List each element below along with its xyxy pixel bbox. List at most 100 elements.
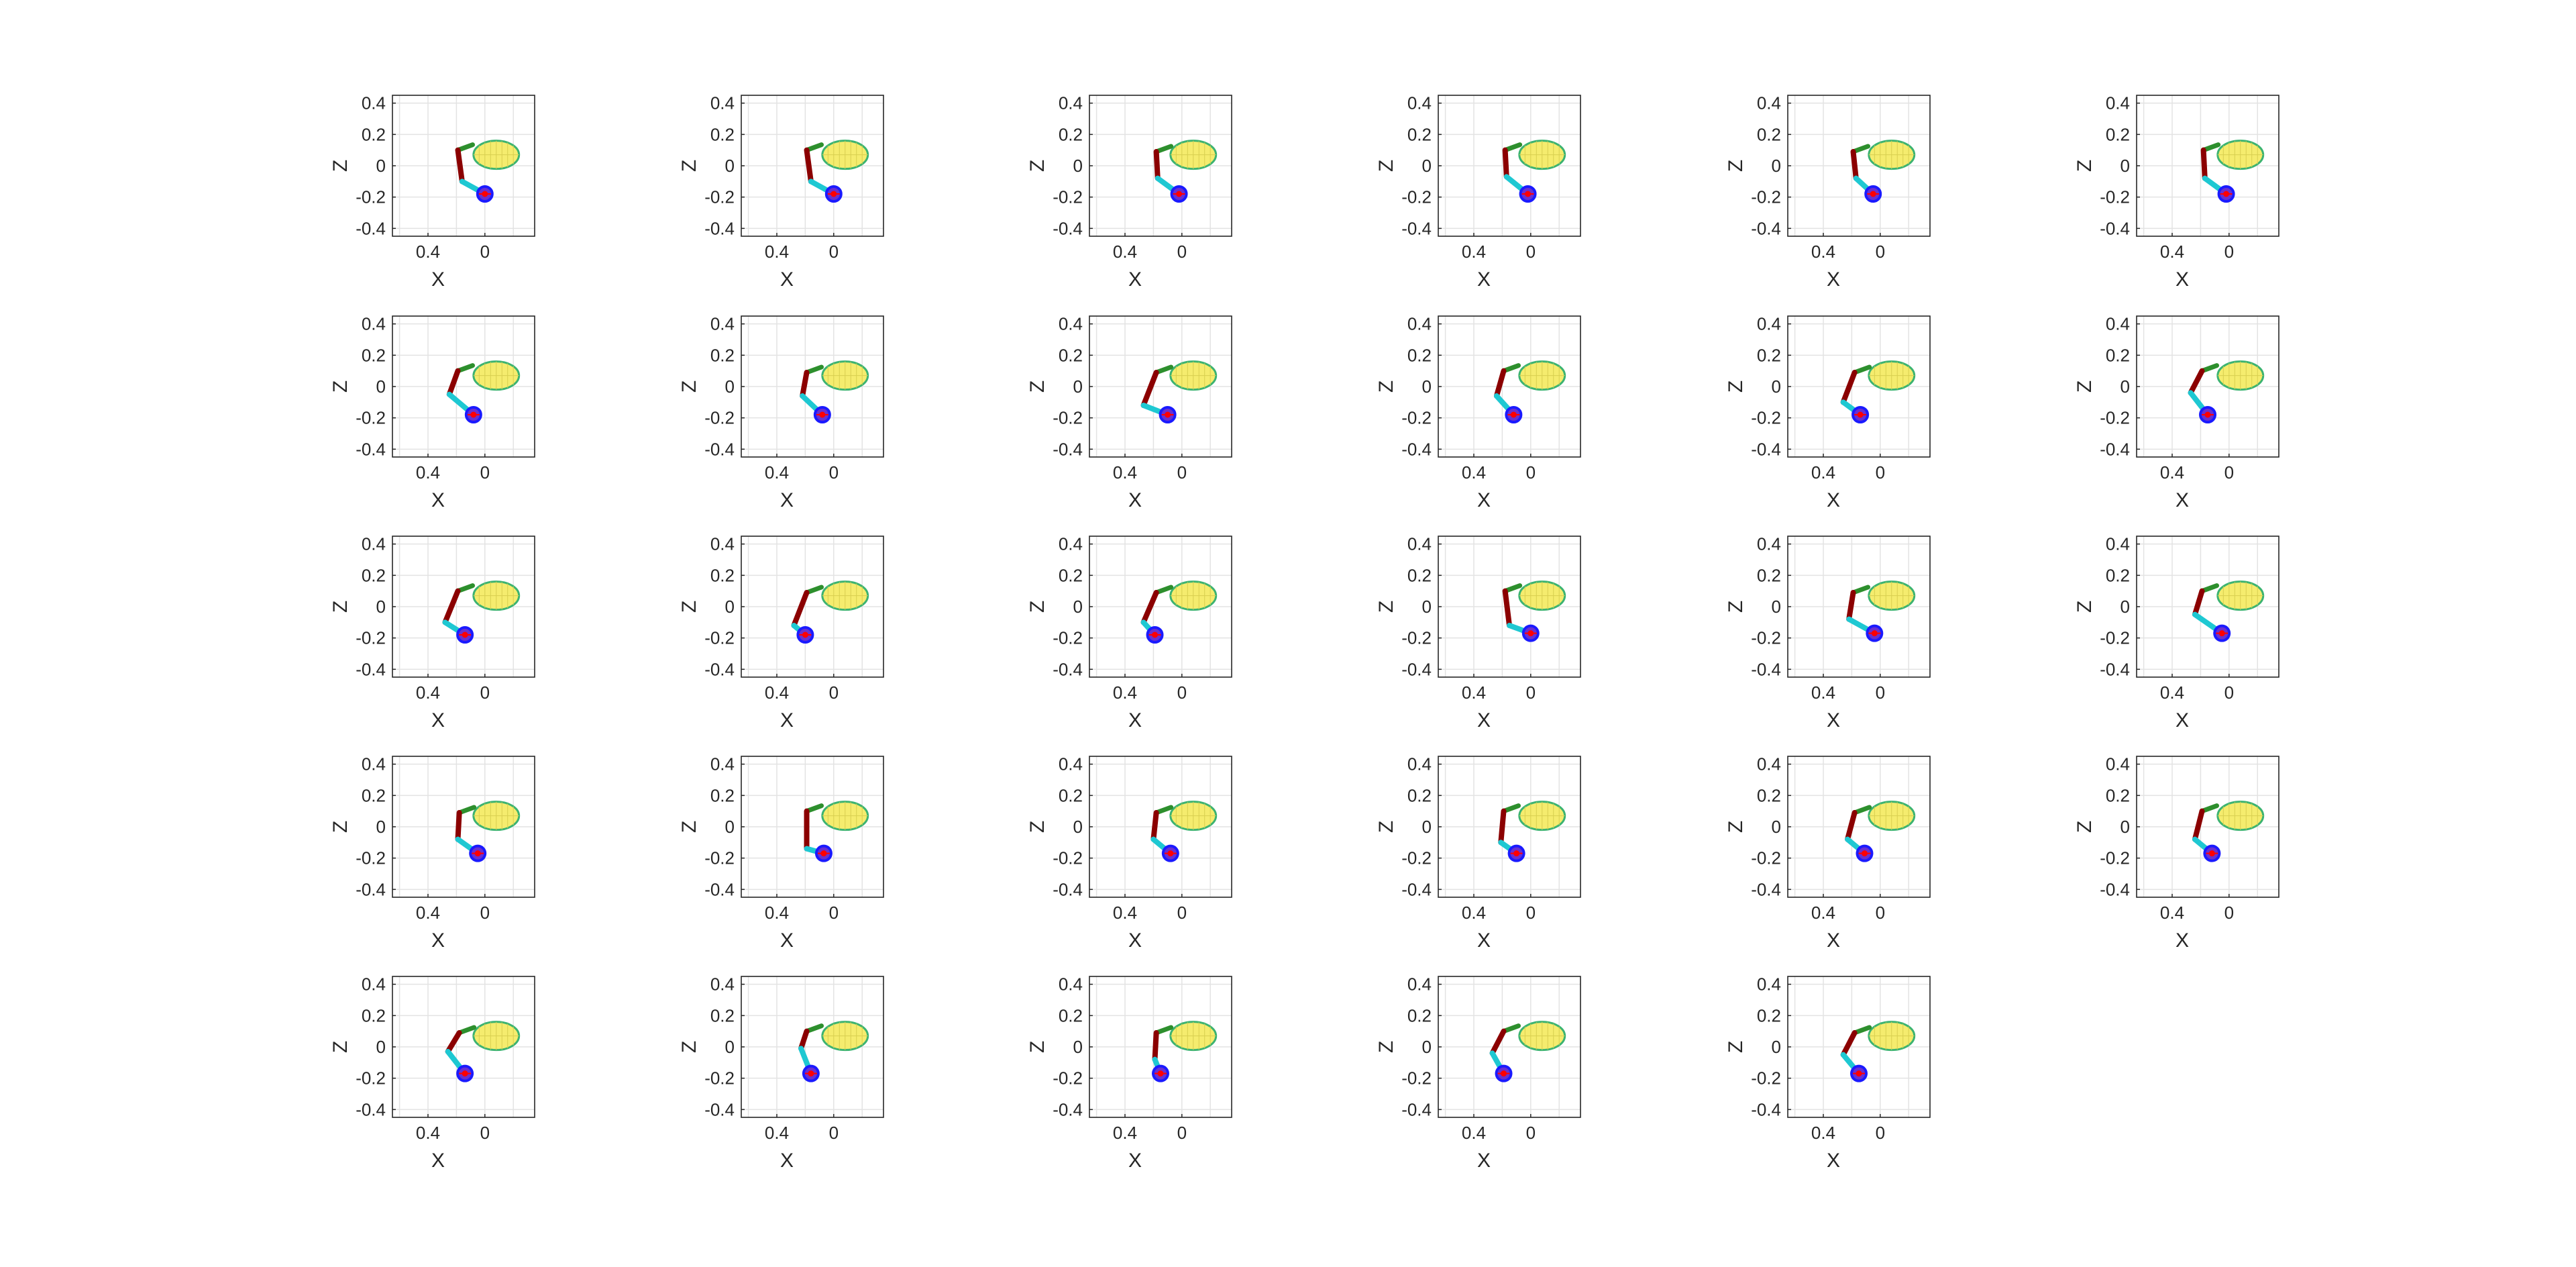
- x-tick-label: 0.4: [1113, 682, 1137, 703]
- x-tick-label: 0.4: [416, 682, 440, 703]
- plot-content: [2192, 580, 2265, 642]
- x-tick-label: 0: [1876, 682, 1885, 703]
- x-tick-label: 0: [2224, 242, 2234, 262]
- x-tick-label: 0: [1526, 1123, 1536, 1143]
- upper-link: [1502, 588, 1512, 628]
- y-axis-label: Z: [1725, 160, 1747, 172]
- x-tick-label: 0.4: [416, 903, 440, 923]
- y-tick-label: 0: [1422, 597, 1432, 617]
- subplot-20: 0.4 0.2 0 -0.2 -0.4 0.4 0 X Z: [678, 754, 884, 952]
- y-tick-label: 0.2: [362, 1005, 386, 1025]
- y-tick-label: -0.4: [1401, 218, 1432, 238]
- plot-content: [804, 140, 869, 203]
- subplot-21: 0.4 0.2 0 -0.2 -0.4 0.4 0 X Z: [1026, 754, 1232, 952]
- y-tick-label: -0.2: [2100, 848, 2130, 868]
- x-tick-label: 0: [1177, 462, 1187, 483]
- y-tick-label: -0.2: [2100, 187, 2130, 207]
- y-tick-label: -0.4: [1751, 879, 1781, 899]
- x-tick-label: 0.4: [1462, 242, 1486, 262]
- x-tick-label: 0: [829, 903, 839, 923]
- subplot-7: 0.4 0.2 0 -0.2 -0.4 0.4 0 X Z: [329, 314, 535, 511]
- y-tick-label: 0: [1422, 817, 1432, 837]
- subplot-16: 0.4 0.2 0 -0.2 -0.4 0.4 0 X Z: [1375, 534, 1581, 731]
- y-tick-label: 0.4: [1757, 314, 1781, 334]
- y-tick-label: -0.4: [1053, 659, 1083, 679]
- y-tick-label: -0.4: [2100, 218, 2130, 238]
- upper-link: [1493, 368, 1507, 399]
- y-axis-label: Z: [678, 1041, 700, 1053]
- ellipsoid-mesh: [822, 1021, 868, 1050]
- plot-content: [800, 360, 869, 423]
- x-tick-label: 0: [1876, 1123, 1885, 1143]
- y-tick-label: 0.4: [1407, 314, 1432, 334]
- y-tick-label: -0.4: [1751, 439, 1781, 459]
- y-tick-label: -0.2: [1053, 628, 1083, 648]
- upper-link: [798, 1028, 810, 1052]
- upper-link: [445, 1030, 462, 1054]
- x-tick-label: 0.4: [1811, 242, 1835, 262]
- grid-lines: [1438, 536, 1580, 677]
- y-tick-label: -0.4: [704, 218, 735, 238]
- x-tick-label: 0: [480, 242, 490, 262]
- y-axis-label: Z: [1026, 1041, 1049, 1053]
- y-tick-label: -0.4: [704, 1099, 735, 1119]
- y-tick-label: -0.4: [1053, 218, 1083, 238]
- x-tick-label: 0: [829, 242, 839, 262]
- plot-content: [2200, 140, 2265, 203]
- plot-content: [798, 1021, 869, 1082]
- ellipsoid-mesh: [1519, 581, 1565, 610]
- subplot-29: 0.4 0.2 0 -0.2 -0.4 0.4 0 X Z: [1725, 974, 1931, 1172]
- y-tick-label: 0: [1073, 817, 1083, 837]
- x-tick-label: 0.4: [1113, 462, 1137, 483]
- y-tick-label: 0.2: [362, 345, 386, 365]
- x-axis-label: X: [431, 929, 445, 952]
- y-axis-label: Z: [1725, 381, 1747, 393]
- upper-link: [455, 810, 462, 842]
- y-tick-label: -0.2: [1401, 408, 1432, 428]
- y-tick-label: -0.4: [2100, 659, 2130, 679]
- y-tick-label: 0.4: [2106, 754, 2130, 774]
- ellipsoid-mesh: [473, 1021, 519, 1050]
- upper-link: [446, 368, 461, 397]
- plot-content: [1850, 140, 1916, 203]
- ellipsoid-mesh: [1868, 581, 1915, 610]
- ellipsoid-mesh: [822, 581, 868, 610]
- y-tick-label: 0: [376, 1037, 386, 1057]
- y-tick-label: 0.4: [1059, 534, 1083, 554]
- x-tick-label: 0.4: [1811, 682, 1835, 703]
- ellipsoid-mesh: [2217, 361, 2263, 390]
- y-tick-label: -0.2: [704, 187, 735, 207]
- y-tick-label: -0.2: [2100, 628, 2130, 648]
- upper-link: [1152, 1030, 1159, 1062]
- y-tick-label: 0: [1073, 597, 1083, 617]
- y-tick-label: 0.4: [710, 974, 735, 995]
- ellipsoid-mesh: [822, 140, 868, 169]
- y-tick-label: -0.2: [1401, 848, 1432, 868]
- x-axis-label: X: [431, 1150, 445, 1172]
- x-tick-label: 0.4: [765, 682, 789, 703]
- y-tick-label: 0: [1073, 156, 1083, 176]
- x-tick-label: 0: [2224, 462, 2234, 483]
- x-tick-label: 0: [1876, 242, 1885, 262]
- x-tick-label: 0: [829, 462, 839, 483]
- x-axis-label: X: [1827, 489, 1840, 511]
- x-axis-label: X: [2176, 268, 2189, 291]
- ellipsoid-mesh: [2217, 581, 2263, 610]
- subplot-28: 0.4 0.2 0 -0.2 -0.4 0.4 0 X Z: [1375, 974, 1581, 1172]
- grid-lines: [1438, 976, 1580, 1117]
- subplot-23: 0.4 0.2 0 -0.2 -0.4 0.4 0 X Z: [1725, 754, 1931, 952]
- y-axis-label: Z: [1375, 601, 1397, 613]
- grid-lines: [392, 536, 535, 677]
- subplot-1: 0.4 0.2 0 -0.2 -0.4 0.4 0 X Z: [329, 93, 535, 291]
- ellipsoid-mesh: [1519, 801, 1565, 830]
- grid-lines: [392, 316, 535, 457]
- y-tick-label: 0.4: [362, 534, 386, 554]
- upper-link: [2188, 368, 2205, 396]
- y-tick-label: 0.2: [1407, 785, 1432, 805]
- subplot-6: 0.4 0.2 0 -0.2 -0.4 0.4 0 X Z: [2074, 93, 2279, 291]
- y-tick-label: -0.4: [356, 439, 386, 459]
- y-tick-label: 0: [725, 1037, 735, 1057]
- upper-link: [2192, 588, 2205, 617]
- plot-content: [2192, 801, 2265, 862]
- subplot-4: 0.4 0.2 0 -0.2 -0.4 0.4 0 X Z: [1375, 93, 1581, 291]
